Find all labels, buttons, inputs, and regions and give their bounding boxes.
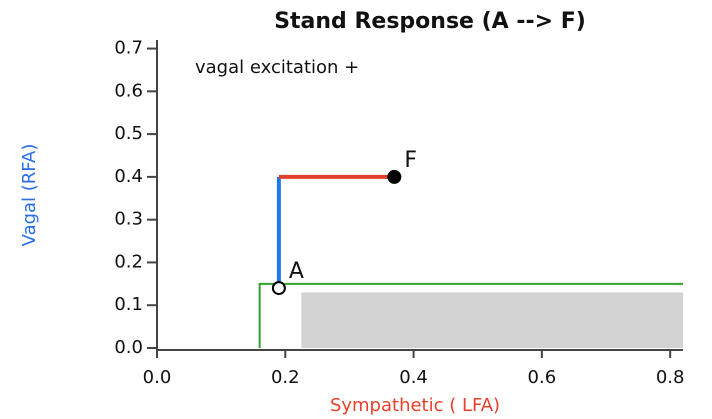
y-tick-label: 0.3 — [114, 209, 143, 230]
y-tick-label: 0.5 — [114, 123, 143, 144]
y-tick-label: 0.4 — [114, 166, 143, 187]
y-axis-label: Vagal (RFA) — [19, 144, 40, 247]
point-label: A — [289, 259, 304, 284]
point — [387, 169, 402, 184]
point — [271, 281, 286, 296]
y-tick-label: 0.0 — [114, 337, 143, 358]
y-tick-label: 0.1 — [114, 294, 143, 315]
shaded-region — [301, 292, 683, 348]
series-line — [258, 282, 683, 348]
y-tick-label: 0.7 — [114, 38, 143, 59]
x-tick-label: 0.2 — [271, 367, 300, 388]
x-axis-label: Sympathetic ( LFA) — [330, 395, 500, 416]
y-tick-label: 0.6 — [114, 80, 143, 101]
x-tick-label: 0.6 — [528, 367, 557, 388]
point-label: F — [404, 148, 417, 173]
annotation: vagal excitation + — [195, 57, 359, 78]
x-tick-label: 0.4 — [399, 367, 428, 388]
y-tick-label: 0.2 — [114, 251, 143, 272]
x-tick-label: 0.8 — [656, 367, 685, 388]
x-tick-label: 0.0 — [143, 367, 172, 388]
chart-title: Stand Response (A --> F) — [274, 9, 586, 34]
